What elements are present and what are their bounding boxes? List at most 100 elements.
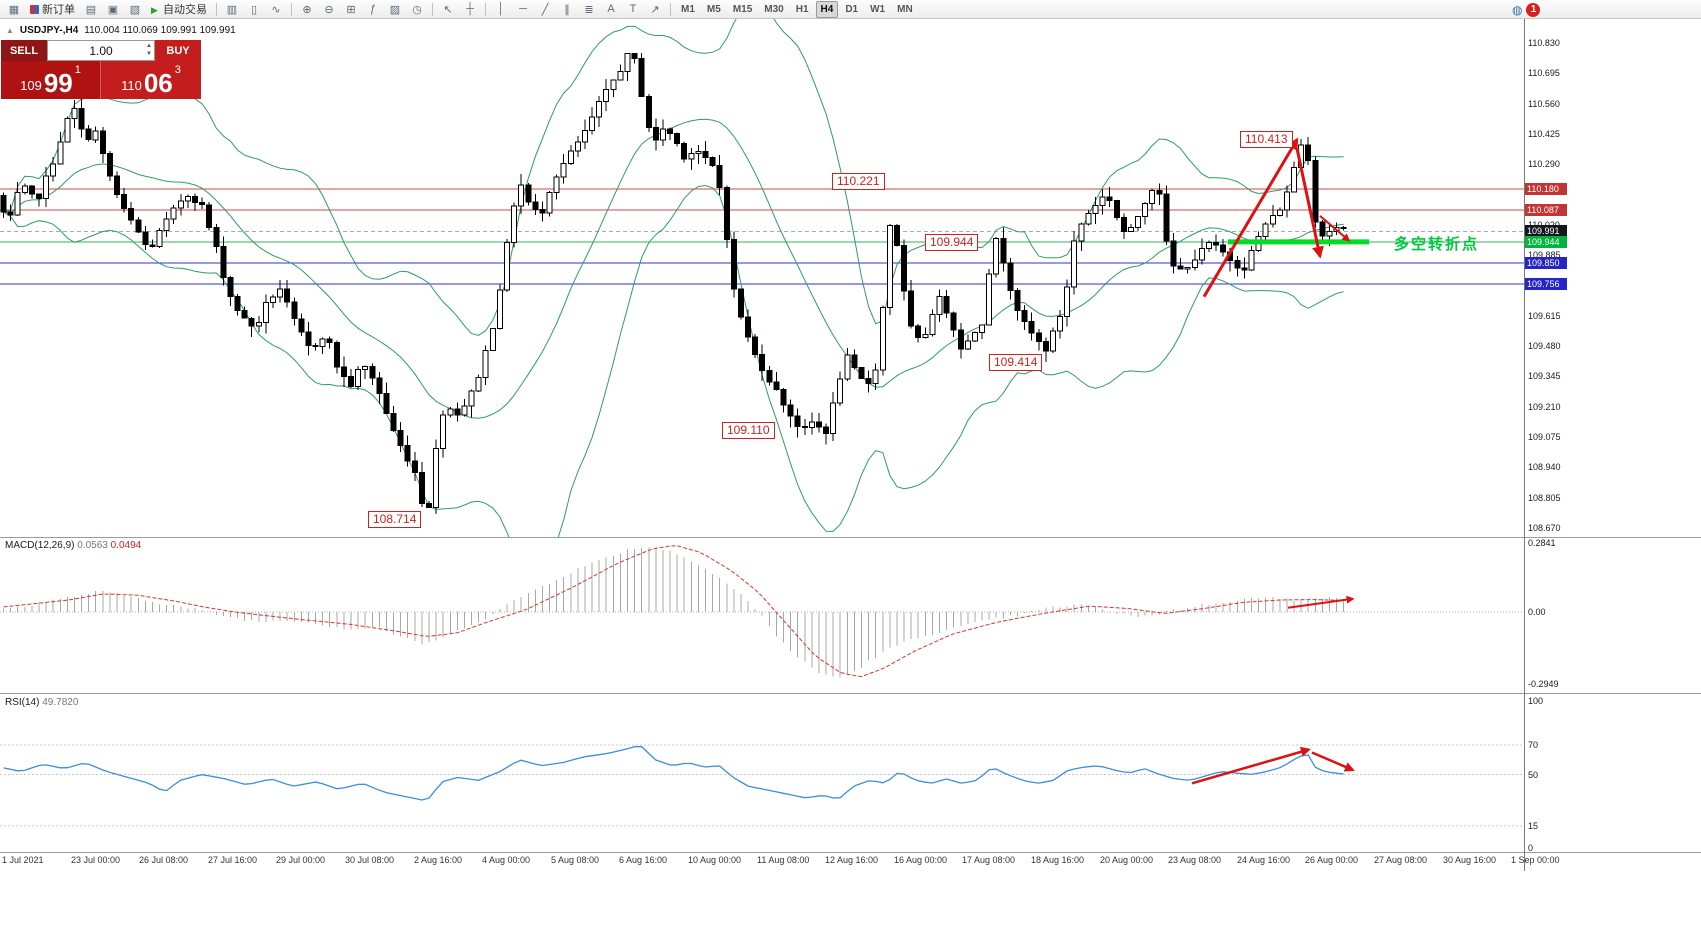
- price-callout[interactable]: 110.221: [832, 173, 885, 190]
- main-price-chart[interactable]: [0, 19, 1524, 537]
- vertical-line-icon[interactable]: │: [497, 3, 505, 15]
- timeframe-m5[interactable]: M5: [706, 3, 721, 15]
- cursor-icon[interactable]: ↖: [443, 3, 453, 16]
- templates-icon[interactable]: ▨: [389, 3, 401, 16]
- sell-price-point: 1: [74, 64, 81, 76]
- arrows-icon[interactable]: ↗: [650, 3, 660, 16]
- navigator-icon[interactable]: ▧: [129, 3, 141, 16]
- toolbar-separator: [216, 2, 217, 16]
- text-icon[interactable]: A: [607, 3, 615, 15]
- market-watch-icon[interactable]: ▤: [85, 3, 97, 16]
- channel-icon[interactable]: ∥: [564, 3, 570, 16]
- time-axis-label: 29 Jul 00:00: [276, 855, 326, 865]
- volume-input[interactable]: 1.00 ▲ ▼: [47, 40, 155, 61]
- timeframe-m15[interactable]: M15: [732, 3, 753, 15]
- price-axis-label: 109.075: [1528, 432, 1561, 442]
- sell-button[interactable]: SELL: [1, 40, 47, 61]
- buy-button[interactable]: BUY: [155, 40, 201, 61]
- zoom-in-icon[interactable]: ⊕: [302, 3, 312, 16]
- buy-price[interactable]: 110 06 3: [101, 61, 201, 99]
- label-icon[interactable]: T: [629, 3, 637, 15]
- tile-windows-icon[interactable]: ⊞: [346, 3, 356, 16]
- timeframe-w1[interactable]: W1: [870, 3, 886, 15]
- price-callout[interactable]: 110.413: [1240, 131, 1293, 148]
- price-axis-label: 108.805: [1528, 493, 1561, 503]
- price-callout[interactable]: 109.944: [925, 234, 979, 251]
- zoom-out-icon[interactable]: ⊖: [324, 3, 334, 16]
- rsi-axis-label: 15: [1528, 821, 1539, 831]
- annotation-arrow: [1319, 215, 1351, 242]
- time-axis-label: 26 Jul 08:00: [139, 855, 189, 865]
- volume-spinner[interactable]: ▲ ▼: [146, 43, 152, 57]
- annotation-arrow: [1287, 595, 1355, 609]
- time-axis-label: 1 Sep 00:00: [1511, 855, 1560, 865]
- time-axis-label: 16 Aug 00:00: [894, 855, 948, 865]
- timeframe-h1[interactable]: H1: [795, 3, 809, 15]
- sell-price[interactable]: 109 99 1: [1, 61, 101, 99]
- timeframe-m1[interactable]: M1: [681, 3, 695, 15]
- new-order-icon: [30, 4, 39, 14]
- time-axis-separator: [0, 852, 1701, 853]
- alerts-icon[interactable]: ◷: [412, 3, 422, 16]
- rsi-pane-separator[interactable]: [0, 693, 1701, 694]
- price-axis-label: 108.670: [1528, 523, 1561, 533]
- annotation-arrow: [1295, 148, 1324, 259]
- price-axis-label: 109.885: [1528, 250, 1561, 260]
- time-axis-label: 18 Aug 16:00: [1031, 855, 1085, 865]
- data-window-icon[interactable]: ▣: [107, 3, 119, 16]
- price-callout[interactable]: 108.714: [368, 511, 422, 528]
- price-axis-label: 110.695: [1528, 68, 1560, 78]
- price-axis-marker: 109.756: [1525, 278, 1567, 290]
- macd-label: MACD(12,26,9) 0.0563 0.0494: [5, 540, 142, 551]
- crosshair-icon[interactable]: ┼: [466, 3, 474, 15]
- auto-trading-button[interactable]: ▶ 自动交易: [147, 1, 211, 17]
- time-axis-label: 30 Aug 16:00: [1443, 855, 1497, 865]
- timeframe-m30[interactable]: M30: [764, 3, 784, 15]
- time-axis-label: 20 Aug 00:00: [1100, 855, 1154, 865]
- price-axis-label: 109.210: [1528, 402, 1561, 412]
- rsi-label: RSI(14) 49.7820: [5, 697, 79, 708]
- time-axis-label: 23 Jul 00:00: [71, 855, 121, 865]
- price-axis-label: 108.940: [1528, 462, 1561, 472]
- price-axis-label: 110.830: [1528, 38, 1560, 48]
- timeframe-d1[interactable]: D1: [845, 3, 859, 15]
- price-axis-marker: 110.087: [1525, 204, 1567, 216]
- bollinger-lower: [3, 184, 1344, 537]
- bar-chart-icon[interactable]: ▥: [226, 3, 238, 16]
- macd-indicator-chart[interactable]: [0, 537, 1524, 693]
- new-chart-icon[interactable]: ▦: [8, 3, 20, 16]
- macd-pane-separator[interactable]: [0, 537, 1701, 538]
- one-click-trading-panel: SELL 1.00 ▲ ▼ BUY 109 99 1 110 06 3: [1, 40, 201, 99]
- candlestick-chart-icon[interactable]: ▯: [250, 3, 258, 16]
- community-icon[interactable]: ◍: [1512, 2, 1523, 17]
- chart-window: ▲ USDJPY-,H4 110.004 110.069 109.991 109…: [0, 19, 1701, 948]
- symbol-info: ▲ USDJPY-,H4 110.004 110.069 109.991 109…: [6, 25, 236, 36]
- rsi-axis-label: 70: [1528, 740, 1539, 750]
- price-axis-marker: 109.991: [1525, 225, 1567, 237]
- buy-price-whole: 110: [121, 78, 142, 93]
- timeframe-mn[interactable]: MN: [897, 3, 913, 15]
- symbol-name: USDJPY-,H4: [19, 25, 79, 36]
- auto-trading-button-label: 自动交易: [163, 4, 207, 16]
- price-callout[interactable]: 109.110: [722, 422, 775, 439]
- line-chart-icon[interactable]: ∿: [271, 3, 281, 16]
- price-axis-label: 110.425: [1528, 129, 1560, 139]
- buy-price-point: 3: [174, 64, 181, 76]
- horizontal-line-icon[interactable]: ─: [519, 3, 527, 15]
- rsi-indicator-chart[interactable]: [0, 693, 1524, 852]
- rsi-line: [3, 746, 1344, 801]
- rsi-axis-label: 0: [1528, 843, 1534, 853]
- turning-point-note[interactable]: 多空转折点: [1394, 236, 1480, 253]
- timeframe-h4[interactable]: H4: [815, 0, 839, 18]
- price-callout[interactable]: 109.414: [989, 354, 1043, 371]
- notification-badge[interactable]: 1: [1526, 2, 1541, 17]
- indicators-icon[interactable]: ƒ: [369, 3, 377, 15]
- time-axis-label: 1 Jul 2021: [2, 855, 44, 865]
- trendline-icon[interactable]: ╱: [541, 3, 549, 16]
- symbol-ohlc: 110.004 110.069 109.991 109.991: [84, 25, 236, 36]
- bollinger-middle: [3, 118, 1344, 419]
- new-order-button[interactable]: 新订单: [26, 1, 79, 17]
- rsi-axis-label: 100: [1528, 696, 1544, 706]
- fibonacci-icon[interactable]: ≣: [584, 3, 594, 16]
- price-axis-border: [1524, 19, 1525, 871]
